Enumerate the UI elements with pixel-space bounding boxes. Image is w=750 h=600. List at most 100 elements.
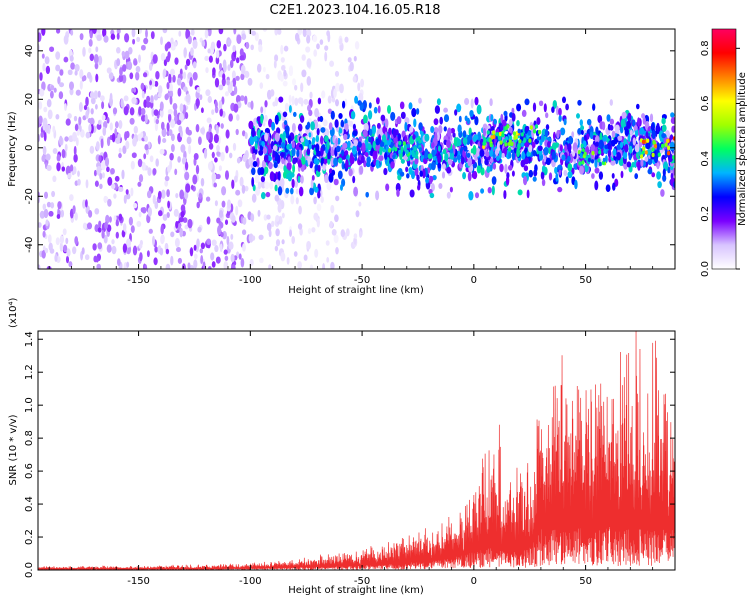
spectrogram-cell: [214, 157, 218, 163]
spectrogram-cell: [362, 99, 367, 110]
spectrogram-cell: [148, 228, 153, 234]
spectrogram-cell: [472, 145, 477, 155]
spectrogram-cell: [319, 115, 324, 123]
spectrogram-cell: [58, 82, 65, 88]
spectrogram-cell: [544, 128, 549, 138]
spectrogram-cell: [453, 136, 457, 147]
spectrogram-cell: [637, 117, 641, 127]
spectrogram-cell: [74, 236, 79, 245]
spectrogram-cell: [38, 222, 42, 228]
spectrogram-cell: [555, 105, 559, 116]
spectrogram-cell: [166, 122, 170, 132]
colorbar-tick-label: 0.0: [700, 261, 711, 277]
spectrogram-cell: [73, 166, 77, 175]
spectrogram-cell: [602, 136, 607, 142]
spectrogram-cell: [641, 150, 645, 155]
spectrogram-cell: [221, 77, 226, 87]
spectrogram-cell: [647, 168, 653, 175]
spectrogram-cell: [344, 36, 349, 43]
spectrogram-cell: [430, 142, 435, 149]
spectrogram-cell: [222, 73, 226, 80]
spectrogram-cell: [367, 110, 373, 120]
spectrogram-cell: [644, 156, 649, 162]
spectrogram-cell: [110, 167, 115, 175]
spectrogram-cell: [242, 154, 248, 162]
colorbar-gradient: [712, 29, 736, 269]
spectrogram-cell: [44, 247, 49, 254]
spectrogram-cell: [580, 125, 585, 131]
spectrogram-cell: [567, 171, 573, 179]
spectrogram-cell: [75, 89, 81, 96]
spectrogram-cell: [387, 104, 391, 114]
colorbar-ticks: 0.0 0.2 0.4 0.6 0.8: [700, 40, 740, 277]
spectrogram-cell: [143, 153, 147, 160]
spectrogram-cell: [58, 91, 64, 100]
spectrogram-cell: [150, 95, 154, 104]
spectrogram-cell: [167, 165, 171, 173]
spectrogram-cell: [288, 68, 294, 77]
spectrogram-cell: [220, 123, 224, 129]
spectrogram-cell: [104, 157, 110, 167]
spectrogram-cell: [182, 71, 187, 80]
spectrogram-cell: [214, 100, 218, 109]
spectrogram-cell: [398, 140, 402, 146]
spectrogram-cell: [505, 176, 510, 186]
spectrogram-cell: [214, 200, 218, 207]
spectrogram-cell: [169, 95, 173, 105]
spectrogram-cell: [259, 257, 264, 264]
spectrogram-cell: [317, 190, 321, 199]
spectrogram-cell: [288, 229, 293, 237]
spectrogram-cell: [82, 199, 86, 209]
spectrogram-cell: [335, 138, 339, 146]
spectrogram-cell: [568, 135, 574, 145]
spectrogram-cell: [231, 179, 235, 190]
spectrogram-cell: [56, 162, 61, 172]
spectrogram-cell: [620, 170, 624, 179]
spectrogram-cell: [472, 170, 478, 180]
spectrogram-cell: [84, 199, 88, 208]
spectrogram-cell: [227, 38, 232, 46]
spectrogram-cell: [264, 181, 270, 190]
spectrogram-cell: [166, 189, 170, 198]
spectrogram-cell: [153, 109, 159, 116]
spectrogram-cell: [77, 170, 80, 177]
spectrogram-cell: [279, 152, 285, 158]
spectrogram-cell: [294, 84, 298, 91]
spectrogram-cell: [338, 112, 343, 120]
spectrogram-cell: [213, 133, 219, 144]
y-tick-label: 1.2: [24, 364, 35, 380]
spectrogram-cell: [157, 135, 161, 145]
spectrogram-cell: [388, 148, 392, 153]
spectrogram-marks: [38, 29, 675, 269]
spectrogram-cell: [263, 153, 269, 163]
spectrogram-cell: [192, 174, 198, 185]
spectrogram-cell: [208, 55, 213, 63]
spectrogram-cell: [317, 97, 322, 105]
spectrogram-cell: [264, 132, 269, 142]
spectrogram-cell: [532, 149, 537, 157]
spectrogram-cell: [95, 46, 99, 53]
spectrogram-cell: [390, 111, 396, 121]
spectrogram-cell: [327, 108, 333, 114]
spectrogram-cell: [175, 247, 182, 253]
spectrogram-cell: [474, 192, 480, 199]
spectrogram-cell: [277, 186, 283, 196]
spectrogram-cell: [262, 147, 268, 155]
spectrogram-cell: [352, 75, 357, 83]
spectrogram-cell: [244, 132, 248, 140]
x-tick-label: 50: [579, 275, 592, 286]
spectrogram-cell: [140, 44, 146, 51]
spectrogram-cell: [228, 241, 234, 250]
spectrogram-cell: [235, 128, 239, 136]
spectrogram-cell: [201, 40, 206, 47]
spectrogram-cell: [302, 29, 307, 38]
spectrogram-cell: [99, 183, 103, 189]
y-tick-label: 0.0: [24, 562, 35, 578]
spectrogram-cell: [57, 76, 61, 85]
spectrogram-cell: [513, 147, 517, 154]
snr-y-axis-label: SNR (10 * v/v): [8, 414, 19, 485]
spectrogram-cell: [383, 167, 388, 176]
x-tick-label: -100: [239, 275, 262, 286]
spectrogram-cell: [244, 185, 249, 192]
spectrogram-cell: [80, 129, 85, 138]
